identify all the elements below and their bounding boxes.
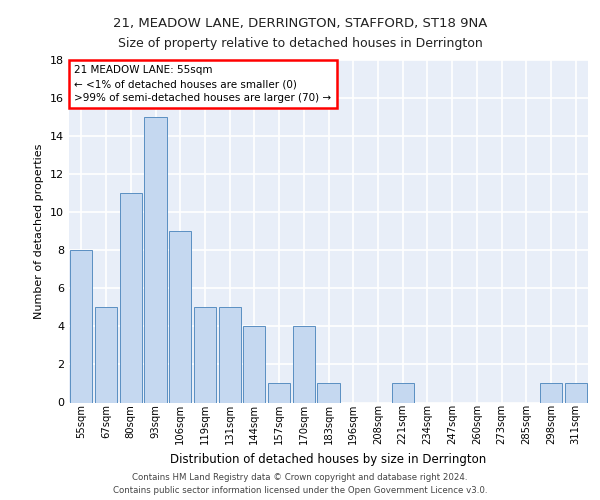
Bar bbox=[293, 326, 315, 402]
Bar bbox=[169, 231, 191, 402]
Text: Contains HM Land Registry data © Crown copyright and database right 2024.
Contai: Contains HM Land Registry data © Crown c… bbox=[113, 474, 487, 495]
Bar bbox=[119, 193, 142, 402]
Bar bbox=[317, 384, 340, 402]
Bar bbox=[392, 384, 414, 402]
Text: Size of property relative to detached houses in Derrington: Size of property relative to detached ho… bbox=[118, 38, 482, 51]
Bar bbox=[70, 250, 92, 402]
Bar bbox=[194, 308, 216, 402]
Text: 21, MEADOW LANE, DERRINGTON, STAFFORD, ST18 9NA: 21, MEADOW LANE, DERRINGTON, STAFFORD, S… bbox=[113, 18, 487, 30]
Bar bbox=[218, 308, 241, 402]
Y-axis label: Number of detached properties: Number of detached properties bbox=[34, 144, 44, 319]
Text: 21 MEADOW LANE: 55sqm
← <1% of detached houses are smaller (0)
>99% of semi-deta: 21 MEADOW LANE: 55sqm ← <1% of detached … bbox=[74, 65, 331, 103]
Bar bbox=[565, 384, 587, 402]
Bar bbox=[95, 308, 117, 402]
Bar bbox=[243, 326, 265, 402]
X-axis label: Distribution of detached houses by size in Derrington: Distribution of detached houses by size … bbox=[170, 452, 487, 466]
Bar bbox=[540, 384, 562, 402]
Bar bbox=[268, 384, 290, 402]
Bar bbox=[145, 117, 167, 403]
